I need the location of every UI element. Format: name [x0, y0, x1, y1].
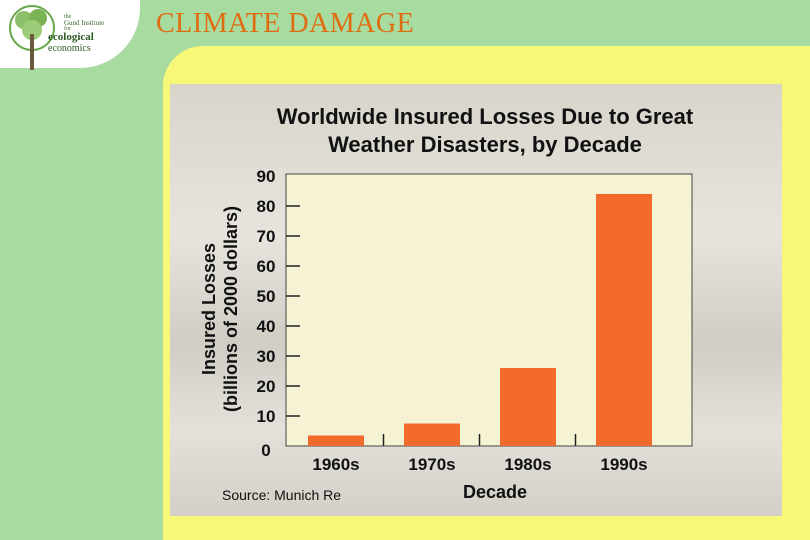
x-tick-label: 1990s	[600, 455, 647, 474]
logo-text-for: for	[64, 26, 71, 32]
x-tick-label: 1970s	[408, 455, 455, 474]
chart-source: Source: Munich Re	[222, 487, 341, 503]
chart-title-line1: Worldwide Insured Losses Due to Great	[277, 104, 694, 129]
bar-1970s	[404, 423, 460, 446]
y-axis-label-line2: (billions of 2000 dollars)	[221, 206, 241, 412]
tree-logo-icon	[9, 5, 55, 70]
y-tick-label: 20	[257, 377, 276, 396]
logo-card: the Gund Institute for ecological econom…	[0, 0, 140, 70]
y-tick-label: 50	[257, 287, 276, 306]
x-axis-label: Decade	[463, 482, 527, 502]
bar-1980s	[500, 368, 556, 446]
y-tick-label: 0	[261, 441, 270, 460]
logo-text-economics: economics	[48, 43, 91, 54]
y-tick-label: 40	[257, 317, 276, 336]
chart-title-line2: Weather Disasters, by Decade	[328, 132, 642, 157]
logo-text-the: the	[64, 14, 72, 20]
y-tick-label: 30	[257, 347, 276, 366]
y-tick-label: 90	[257, 167, 276, 186]
y-tick-label: 10	[257, 407, 276, 426]
y-tick-label: 60	[257, 257, 276, 276]
y-axis-label-line1: Insured Losses	[199, 243, 219, 375]
y-tick-label: 80	[257, 197, 276, 216]
chart-frame: Worldwide Insured Losses Due to Great We…	[170, 84, 782, 516]
x-tick-label: 1960s	[312, 455, 359, 474]
logo-text-ecological: ecological	[48, 31, 94, 43]
bar-chart: Worldwide Insured Losses Due to Great We…	[199, 104, 694, 503]
x-tick-label: 1980s	[504, 455, 551, 474]
slide-title: CLIMATE DAMAGE	[156, 8, 415, 39]
logo-text-institute: Gund Institute	[64, 19, 105, 27]
bar-1960s	[308, 435, 364, 446]
y-tick-label: 70	[257, 227, 276, 246]
bar-1990s	[596, 194, 652, 446]
